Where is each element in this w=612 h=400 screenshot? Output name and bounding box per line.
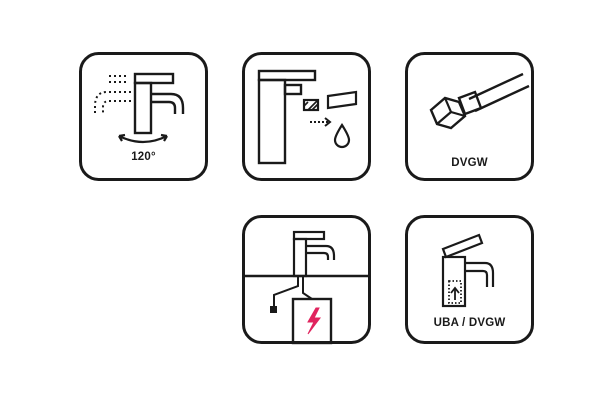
aerator-cleaning-tile (242, 52, 371, 181)
swivel-spout-tile: 120° (79, 52, 208, 181)
connection-hose-icon (405, 52, 534, 181)
connection-hose-tile: DVGW (405, 52, 534, 181)
rotation-angle-label: 120° (131, 151, 156, 163)
pop-up-waste-tile: UBA / DVGW (405, 215, 534, 344)
aerator-cleaning-icon (242, 52, 371, 181)
water-heater-tile (242, 215, 371, 345)
lightning-icon (307, 307, 321, 335)
swivel-spout-icon (79, 52, 208, 181)
hose-certification-label: DVGW (451, 157, 488, 169)
pop-up-waste-icon (405, 215, 534, 344)
approval-label: UBA / DVGW (433, 317, 506, 329)
under-sink-water-heater-icon (242, 215, 371, 345)
